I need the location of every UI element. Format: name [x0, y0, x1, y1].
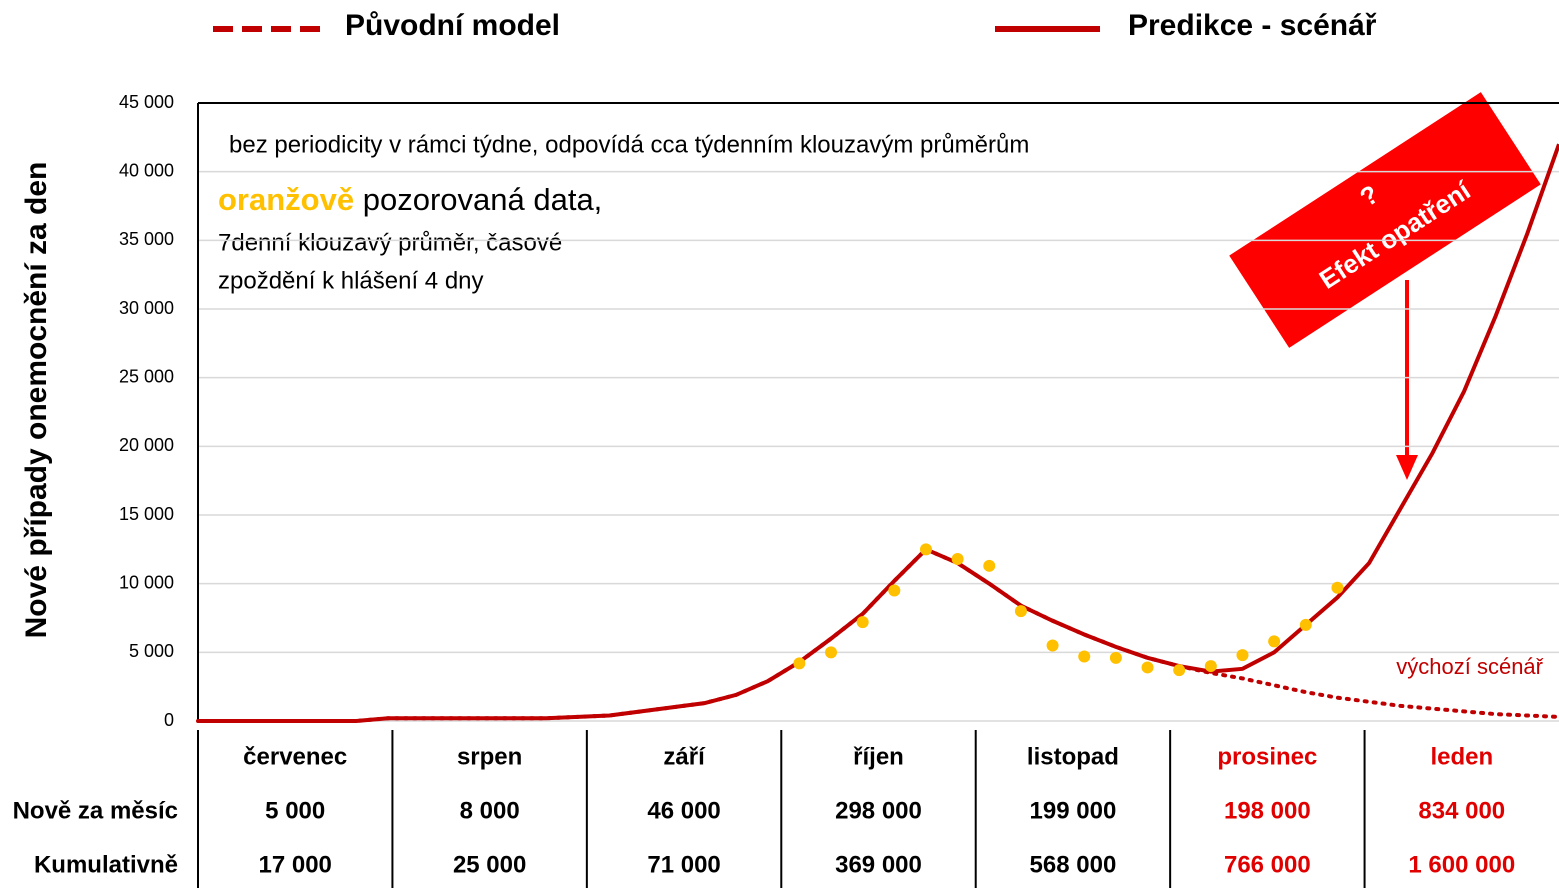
- y-tick-label: 40 000: [119, 160, 174, 180]
- data-point: [1299, 618, 1312, 631]
- y-tick-label: 20 000: [119, 435, 174, 455]
- table-header: září: [663, 743, 706, 770]
- data-point: [856, 616, 869, 629]
- table-cell: 198 000: [1224, 797, 1311, 824]
- y-tick-label: 10 000: [119, 572, 174, 592]
- table-cell: 568 000: [1030, 851, 1117, 878]
- annotation: výchozí scénář: [1396, 654, 1543, 679]
- annotation: zpoždění k hlášení 4 dny: [218, 267, 484, 294]
- effect-arrowhead: [1396, 455, 1418, 480]
- table-row-label: Kumulativně: [34, 851, 178, 878]
- effect-box: ? Efekt opatření: [1229, 92, 1541, 348]
- data-point: [1078, 650, 1091, 663]
- series-line: [196, 546, 1559, 723]
- table-cell: 71 000: [647, 851, 720, 878]
- annotation: 7denní klouzavý průměr, časové: [218, 229, 562, 256]
- plot: 0 5 000 10 000 15 000 20 000 25 000 30 000 35 0…: [13, 9, 1559, 888]
- data-point: [793, 657, 806, 670]
- data-point: [1204, 660, 1217, 673]
- data-point: [1141, 661, 1154, 674]
- y-tick-label: 15 000: [119, 504, 174, 524]
- annotation: oranžově pozorovaná data,: [218, 182, 602, 217]
- table-cell: 1 600 000: [1408, 851, 1515, 878]
- table-cell: 17 000: [259, 851, 332, 878]
- data-point: [1046, 639, 1059, 652]
- data-point: [1109, 651, 1122, 664]
- table-header: leden: [1430, 743, 1493, 770]
- series-line: [198, 143, 1559, 723]
- table-cell: 834 000: [1418, 797, 1505, 824]
- table-header: červenec: [243, 743, 347, 770]
- y-tick-label: 5 000: [129, 641, 174, 661]
- table-header: listopad: [1027, 743, 1119, 770]
- data-point: [1236, 649, 1249, 662]
- y-tick-label: 0: [164, 710, 174, 730]
- annotation: bez periodicity v rámci týdne, odpovídá …: [229, 131, 1029, 158]
- table-row-label: Nově za měsíc: [13, 797, 178, 824]
- y-tick-label: 25 000: [119, 366, 174, 386]
- data-point: [983, 559, 996, 572]
- data-point: [1331, 581, 1344, 594]
- y-axis-title: Nové případy onemocnění za den: [20, 162, 53, 639]
- effect-rect: [1229, 92, 1541, 348]
- data-point: [825, 646, 838, 659]
- y-tick-label: 30 000: [119, 298, 174, 318]
- legend-label: Predikce - scénář: [1128, 9, 1377, 42]
- table-header: srpen: [457, 743, 522, 770]
- data-point: [951, 552, 964, 565]
- data-point: [919, 543, 932, 556]
- data-point: [888, 584, 901, 597]
- table-cell: 25 000: [453, 851, 526, 878]
- table-cell: 766 000: [1224, 851, 1311, 878]
- data-point: [1268, 635, 1281, 648]
- y-tick-label: 35 000: [119, 229, 174, 249]
- annotation-text: pozorovaná data,: [354, 182, 602, 217]
- legend-label: Původní model: [345, 9, 560, 42]
- table-cell: 5 000: [265, 797, 325, 824]
- table-cell: 369 000: [835, 851, 922, 878]
- data-point: [1173, 664, 1186, 677]
- table-cell: 199 000: [1030, 797, 1117, 824]
- table-cell: 46 000: [647, 797, 720, 824]
- table-header: prosinec: [1217, 743, 1317, 770]
- data-point: [1014, 605, 1027, 618]
- table-cell: 8 000: [460, 797, 520, 824]
- table-cell: 298 000: [835, 797, 922, 824]
- annotation-highlight: oranžově: [218, 182, 354, 217]
- y-tick-label: 45 000: [119, 92, 174, 112]
- table-header: říjen: [853, 743, 904, 770]
